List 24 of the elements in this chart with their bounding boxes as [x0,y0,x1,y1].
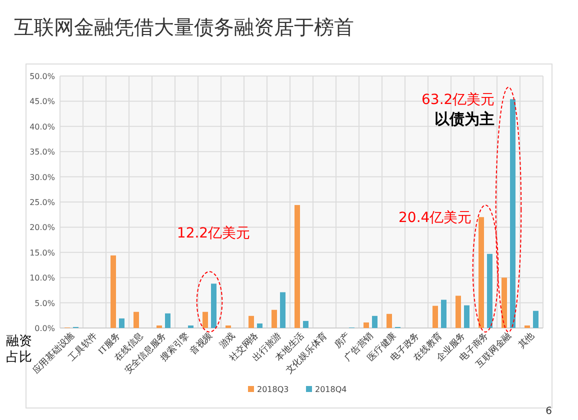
y-tick-label: 30.0% [30,172,56,182]
y-tick-label: 25.0% [30,198,56,207]
y-tick-label: 10.0% [30,274,56,283]
x-tick-label: 房产 [332,330,352,350]
y-tick-label: 20.0% [30,223,56,232]
text: 6 [546,406,552,417]
y-tick-label: 15.0% [30,248,56,258]
x-tick-label: 其他 [516,330,536,350]
y-tick-label: 40.0% [30,122,56,132]
y-tick-label: 45.0% [30,97,56,106]
ylabel: 融资占比 [6,334,32,366]
annotation: 63.2亿美元 [422,92,495,108]
annotation: 以债为主 [434,110,495,128]
legend-label: 2018Q3 [257,385,289,394]
y-tick-label: 0.0% [34,324,56,333]
x-tick-label: 音视频 [188,330,214,357]
y-tick-label: 5.0% [34,298,56,308]
y-tick-label: 50.0% [30,72,56,81]
y-tick-label: 35.0% [30,148,56,157]
title: 互联网金融凭借大量债务融资居于榜首 [14,15,354,39]
legend-label: 2018Q4 [315,385,347,394]
annotation: 20.4亿美元 [398,210,472,226]
x-tick-label: 游戏 [217,330,237,350]
annotation: 12.2亿美元 [176,226,250,242]
